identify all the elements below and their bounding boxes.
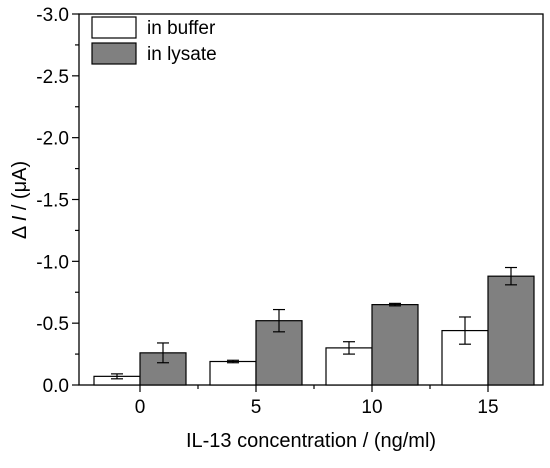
y-tick-label: -0.5 (36, 314, 69, 335)
x-tick-label: 15 (477, 397, 498, 418)
legend-swatch-buffer (91, 16, 137, 39)
y-tick-label: -1.5 (36, 191, 69, 212)
y-axis: 0.0 -0.5 -1.0 -1.5 -2.0 -2.5 -3.0 (36, 5, 79, 397)
error-bar-lysate-0 (157, 342, 169, 364)
legend-label-buffer: in buffer (147, 18, 216, 39)
error-bar-lysate-15 (505, 266, 517, 286)
x-tick-label: 5 (251, 397, 262, 418)
error-bar-buffer-15 (459, 316, 471, 345)
y-tick-label: -3.0 (36, 5, 69, 26)
y-axis-label-suffix: / (μA) (9, 161, 31, 216)
y-axis-label-prefix: Δ (9, 221, 31, 239)
bar-lysate-15 (487, 275, 535, 386)
error-bars-layer (111, 266, 517, 380)
y-tick-label: -1.0 (36, 252, 69, 273)
y-tick-label: 0.0 (43, 376, 69, 397)
bar-buffer-5 (209, 360, 257, 386)
bar-lysate-10 (371, 304, 419, 386)
legend: in buffer in lysate (91, 16, 217, 65)
y-tick-label: -2.0 (36, 129, 69, 150)
x-axis-label: IL-13 concentration / (ng/ml) (186, 430, 436, 452)
error-bar-lysate-10 (389, 302, 401, 307)
y-axis-label: Δ I / (μA) (9, 161, 31, 239)
error-bar-lysate-5 (273, 308, 285, 333)
x-tick-label: 10 (361, 397, 382, 418)
y-tick-label: -2.5 (36, 67, 69, 88)
legend-label-lysate: in lysate (147, 44, 217, 65)
error-bar-buffer-0 (111, 373, 123, 380)
bars-layer (93, 275, 535, 386)
plot-frame (78, 13, 544, 386)
x-tick-label: 0 (135, 397, 146, 418)
legend-swatch-lysate (91, 42, 137, 65)
error-bar-buffer-5 (227, 359, 239, 364)
error-bar-buffer-10 (343, 341, 355, 355)
y-axis-label-italic: I (9, 215, 31, 221)
x-axis: 0 5 10 15 (135, 385, 499, 418)
